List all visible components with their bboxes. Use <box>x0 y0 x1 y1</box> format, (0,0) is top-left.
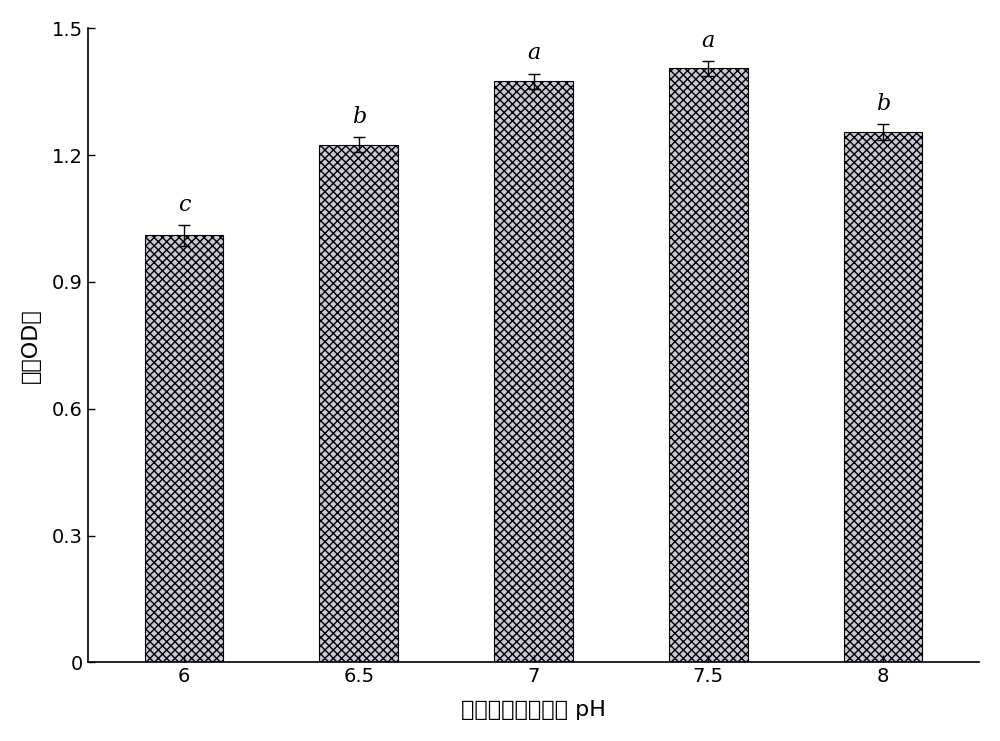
Bar <box>319 144 398 662</box>
Bar <box>494 82 573 662</box>
Text: a: a <box>527 42 540 64</box>
Y-axis label: 菌液OD値: 菌液OD値 <box>21 308 41 383</box>
Bar <box>669 68 748 662</box>
Bar <box>844 132 922 662</box>
Text: c: c <box>178 193 190 216</box>
Text: a: a <box>702 30 715 52</box>
Bar <box>145 236 223 662</box>
X-axis label: 甘薇淥粉废液初始 pH: 甘薇淥粉废液初始 pH <box>461 700 606 720</box>
Text: b: b <box>876 93 890 115</box>
Text: b: b <box>352 106 366 127</box>
